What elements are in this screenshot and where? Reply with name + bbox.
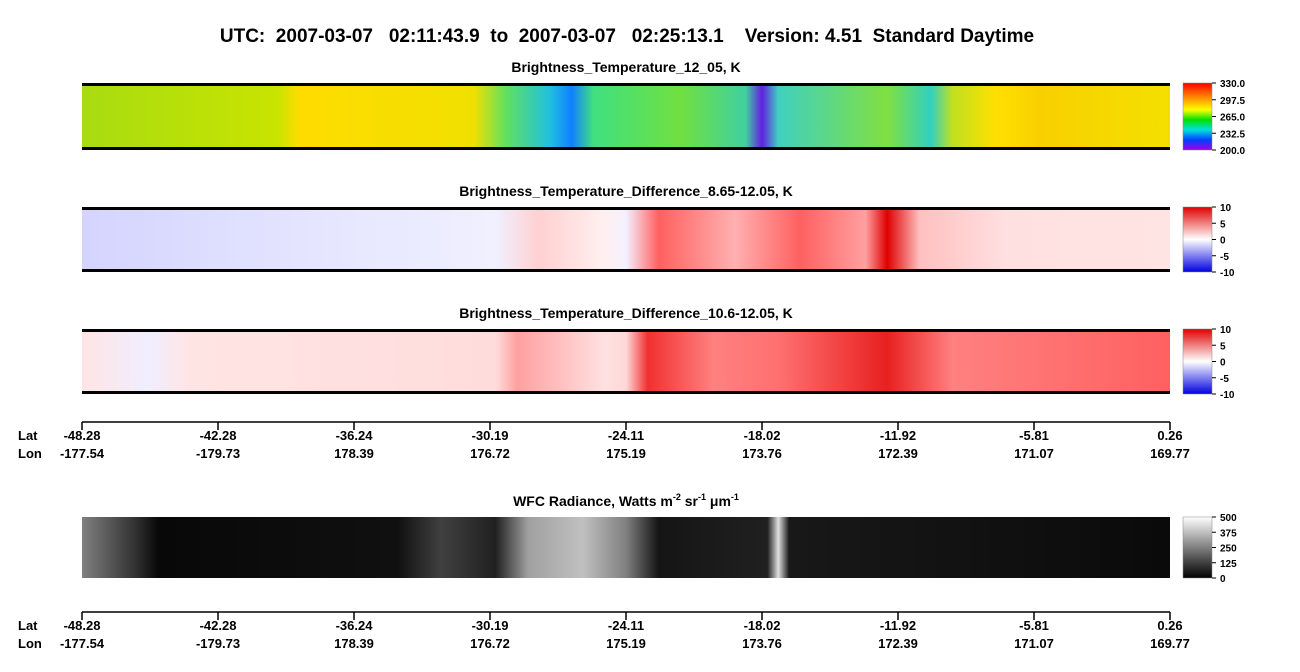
- lat-value: -18.02: [744, 618, 781, 633]
- colorbar-label: -10: [1220, 390, 1235, 401]
- colorbar: [1182, 328, 1213, 395]
- lat-value: -48.28: [64, 428, 101, 443]
- lat-value: -48.28: [64, 618, 101, 633]
- lat-value: -5.81: [1019, 618, 1049, 633]
- panel-title: Brightness_Temperature_12_05, K: [511, 59, 740, 75]
- swath-image: [82, 83, 1170, 150]
- superscript: -1: [698, 492, 706, 502]
- lat-value: -24.11: [608, 618, 644, 633]
- lon-value: 175.19: [606, 636, 646, 651]
- lon-value: 169.77: [1150, 636, 1190, 651]
- lat-value: -36.24: [336, 428, 374, 443]
- lat-label: Lat: [18, 428, 38, 443]
- colorbar: [1182, 206, 1213, 273]
- swath-edge: [82, 329, 1170, 332]
- lat-value: -42.28: [200, 428, 237, 443]
- colorbar-label: -10: [1220, 268, 1235, 279]
- colorbar: [1182, 516, 1213, 579]
- swath-image: [82, 329, 1170, 394]
- lon-value: 169.77: [1150, 446, 1190, 461]
- swath-edge: [82, 147, 1170, 150]
- swath-image: [82, 207, 1170, 272]
- lat-value: -18.02: [744, 428, 781, 443]
- title-part: WFC Radiance, Watts m: [513, 493, 673, 509]
- colorbar-label: 10: [1220, 325, 1232, 336]
- lat-value: -30.19: [472, 618, 509, 633]
- colorbar-label: 265.0: [1220, 113, 1245, 124]
- colorbar-label: 250: [1220, 544, 1237, 555]
- lon-value: -177.54: [60, 636, 105, 651]
- lon-value: 176.72: [470, 636, 510, 651]
- lon-value: -177.54: [60, 446, 105, 461]
- colorbar-label: -5: [1220, 252, 1229, 263]
- colorbar-label: -5: [1220, 374, 1229, 385]
- lon-label: Lon: [18, 446, 42, 461]
- swath-edge: [82, 391, 1170, 394]
- lat-value: -24.11: [608, 428, 644, 443]
- lon-value: 171.07: [1014, 636, 1054, 651]
- swath-edge: [82, 207, 1170, 210]
- superscript: -1: [731, 492, 739, 502]
- swath-edge: [82, 269, 1170, 272]
- colorbar-label: 200.0: [1220, 146, 1245, 157]
- colorbar-label: 0: [1220, 574, 1226, 585]
- colorbar: [1182, 82, 1213, 151]
- lat-value: -42.28: [200, 618, 237, 633]
- colorbar-label: 125: [1220, 559, 1237, 570]
- lon-value: -179.73: [196, 446, 240, 461]
- lon-value: 172.39: [878, 446, 918, 461]
- lon-value: -179.73: [196, 636, 240, 651]
- colorbar-label: 232.5: [1220, 129, 1245, 140]
- panel-title: WFC Radiance, Watts m-2 sr-1 μm-1: [513, 492, 739, 509]
- colorbar-label: 297.5: [1220, 96, 1245, 107]
- title-part: μm: [706, 493, 731, 509]
- lon-value: 175.19: [606, 446, 646, 461]
- lat-value: -30.19: [472, 428, 509, 443]
- colorbar-label: 5: [1220, 341, 1226, 352]
- lat-value: 0.26: [1157, 618, 1182, 633]
- lon-label: Lon: [18, 636, 42, 651]
- page-title: UTC: 2007-03-07 02:11:43.9 to 2007-03-07…: [220, 26, 1034, 47]
- panel-title: Brightness_Temperature_Difference_10.6-1…: [459, 305, 793, 321]
- colorbar-label: 0: [1220, 358, 1226, 369]
- lat-value: -11.92: [880, 618, 916, 633]
- lon-value: 178.39: [334, 446, 374, 461]
- lon-value: 171.07: [1014, 446, 1054, 461]
- lon-value: 173.76: [742, 446, 782, 461]
- lat-value: -5.81: [1019, 428, 1049, 443]
- colorbar-label: 0: [1220, 236, 1226, 247]
- colorbar-label: 5: [1220, 219, 1226, 230]
- superscript: -2: [673, 492, 681, 502]
- lon-value: 178.39: [334, 636, 374, 651]
- lon-value: 176.72: [470, 446, 510, 461]
- lat-value: -11.92: [880, 428, 916, 443]
- title-part: sr: [681, 493, 699, 509]
- lat-value: -36.24: [336, 618, 374, 633]
- colorbar-label: 375: [1220, 528, 1237, 539]
- colorbar-label: 500: [1220, 513, 1237, 524]
- panel-title: Brightness_Temperature_Difference_8.65-1…: [459, 183, 793, 199]
- swath-edge: [82, 83, 1170, 86]
- lat-value: 0.26: [1157, 428, 1182, 443]
- colorbar-label: 10: [1220, 203, 1232, 214]
- lat-label: Lat: [18, 618, 38, 633]
- colorbar-label: 330.0: [1220, 79, 1245, 90]
- swath-image: [82, 517, 1170, 578]
- lon-value: 173.76: [742, 636, 782, 651]
- lon-value: 172.39: [878, 636, 918, 651]
